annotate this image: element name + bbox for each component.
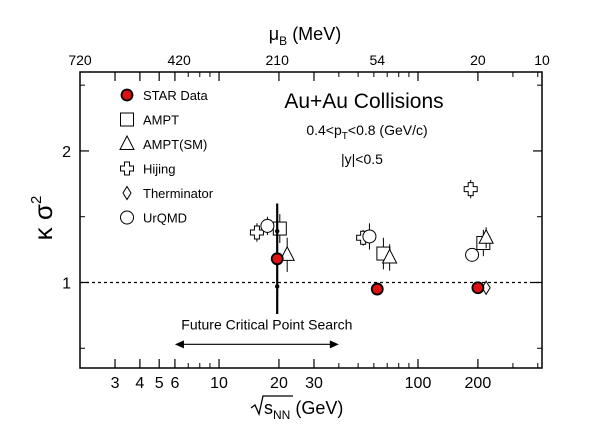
marker-shape xyxy=(471,281,485,295)
y-axis-title: κ σ2 xyxy=(28,196,58,241)
marker-shape xyxy=(465,247,480,262)
x-axis-title: sNN (GeV) xyxy=(250,395,343,422)
data-point-urqmd xyxy=(260,218,275,233)
annotations: Au+Au Collisions 0.4<pT<0.8 (GeV/c) |y|<… xyxy=(284,90,443,167)
legend-marker xyxy=(120,112,134,127)
top-tick-label: 10 xyxy=(534,52,550,68)
marker-shape xyxy=(122,185,132,201)
data-point-hijing xyxy=(249,225,264,240)
data-point-star-data xyxy=(370,282,384,296)
legend: STAR Data AMPT AMPT(SM) Hijing Therminator Ur… xyxy=(119,88,214,226)
marker-shape xyxy=(249,225,264,240)
axis-ticks: 3 4 5 6 10 20 30 100 200 720 420 210 54 20 10 1 2 xyxy=(62,52,550,392)
marker-shape xyxy=(120,112,134,127)
x-tick-label: 5 xyxy=(155,375,164,392)
top-tick-label: 420 xyxy=(167,52,191,68)
legend-marker xyxy=(120,88,134,102)
marker-shape xyxy=(120,88,134,102)
legend-label: AMPT(SM) xyxy=(143,137,207,152)
data-point-hijing xyxy=(463,182,478,197)
top-axis-title: μB (MeV) xyxy=(269,24,341,48)
top-tick-label: 20 xyxy=(470,52,486,68)
marker-shape xyxy=(381,248,398,264)
data-point-ampt-sm- xyxy=(381,248,398,264)
legend-label: AMPT xyxy=(143,113,179,128)
marker-shape xyxy=(279,245,296,261)
marker-shape xyxy=(120,210,134,225)
marker-shape xyxy=(272,221,287,236)
data-point-urqmd xyxy=(362,229,377,244)
data-point-star-data xyxy=(471,281,485,295)
x-tick-label: 3 xyxy=(111,375,120,392)
sqrt-sign xyxy=(250,395,293,417)
rapidity-cut-annotation: |y|<0.5 xyxy=(341,151,383,167)
top-tick-label: 720 xyxy=(68,52,92,68)
legend-label: Hijing xyxy=(143,162,176,177)
critical-point-search-annotation: Future Critical Point Search xyxy=(174,316,352,349)
x-tick-label: 30 xyxy=(305,375,323,392)
marker-shape xyxy=(260,218,275,233)
legend-label: Therminator xyxy=(143,186,214,201)
top-tick-label: 210 xyxy=(266,52,290,68)
marker-shape xyxy=(120,161,134,176)
pt-cut-annotation: 0.4<pT<0.8 (GeV/c) xyxy=(306,122,427,142)
legend-label: STAR Data xyxy=(143,88,209,103)
legend-marker xyxy=(120,161,134,176)
arrow-head-left xyxy=(174,340,184,349)
marker-shape xyxy=(478,228,494,244)
y-tick-label: 1 xyxy=(62,275,71,292)
marker-shape xyxy=(370,282,384,296)
critical-point-search-label: Future Critical Point Search xyxy=(181,316,352,332)
chart-title: Au+Au Collisions xyxy=(284,90,443,113)
marker-shape xyxy=(270,252,284,266)
marker-shape xyxy=(119,134,135,150)
x-tick-label: 6 xyxy=(170,375,179,392)
syst-cap xyxy=(275,284,280,289)
legend-label: UrQMD xyxy=(143,211,187,226)
legend-marker xyxy=(120,210,134,225)
data-point-star-data xyxy=(270,252,284,266)
top-tick-label: 54 xyxy=(369,52,385,68)
plot-frame xyxy=(79,71,543,369)
x-tick-label: 100 xyxy=(405,375,432,392)
arrow-head-right xyxy=(329,340,339,349)
x-tick-label: 10 xyxy=(210,375,228,392)
legend-marker xyxy=(119,134,135,150)
data-point-urqmd xyxy=(465,247,480,262)
marker-shape xyxy=(362,229,377,244)
data-point-ampt-sm- xyxy=(279,245,296,261)
x-tick-label: 20 xyxy=(270,375,288,392)
svg-text:sNN (GeV): sNN (GeV) xyxy=(264,398,343,422)
x-tick-label: 200 xyxy=(465,375,492,392)
data-point-ampt xyxy=(272,221,287,236)
marker-shape xyxy=(463,182,478,197)
legend-marker xyxy=(122,185,132,201)
x-tick-label: 4 xyxy=(135,375,144,392)
syst-cap xyxy=(275,228,280,234)
data-point-ampt-sm- xyxy=(478,228,494,244)
y-tick-label: 2 xyxy=(62,144,71,161)
axis-labels: μB (MeV) sNN (GeV) κ σ2 xyxy=(28,24,343,422)
data-points xyxy=(249,179,494,315)
